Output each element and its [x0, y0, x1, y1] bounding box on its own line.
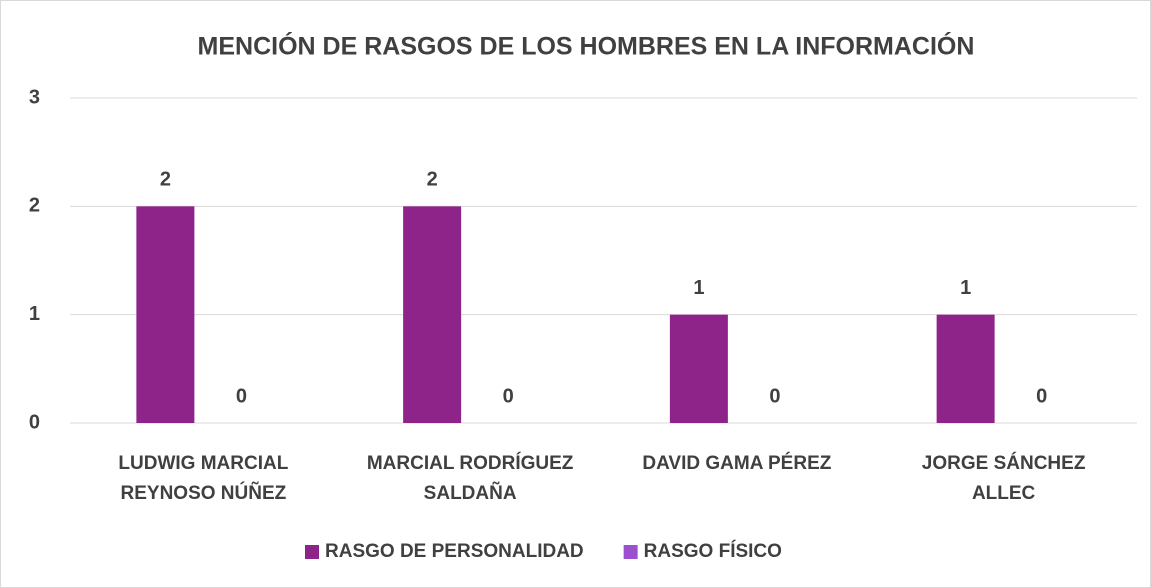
value-label: 0: [236, 385, 247, 407]
y-tick-label: 1: [29, 303, 40, 325]
x-tick-label: LUDWIG MARCIAL REYNOSO NÚÑEZ: [118, 453, 288, 504]
chart-title: MENCIÓN DE RASGOS DE LOS HOMBRES EN LA I…: [198, 31, 975, 61]
y-tick-label: 0: [29, 411, 40, 433]
value-label: 0: [503, 385, 514, 407]
value-label: 1: [960, 277, 971, 299]
legend-label: RASGO FÍSICO: [644, 540, 782, 562]
bar: [936, 314, 995, 423]
bar: [669, 314, 728, 423]
y-tick-label: 3: [29, 86, 40, 108]
x-tick-label: JORGE SÁNCHEZ ALLEC: [922, 452, 1086, 504]
x-tick-label: MARCIAL RODRÍGUEZ SALDAÑA: [367, 452, 574, 504]
legend-swatch: [623, 545, 638, 559]
value-label: 2: [160, 169, 171, 191]
value-label: 2: [427, 169, 438, 191]
value-label: 0: [769, 385, 780, 407]
legend-label: RASGO DE PERSONALIDAD: [325, 541, 584, 562]
value-label: 1: [693, 277, 704, 299]
y-tick-label: 2: [29, 195, 40, 217]
bar: [403, 206, 462, 423]
legend-swatch: [305, 545, 319, 559]
x-tick-label: DAVID GAMA PÉREZ: [642, 452, 831, 474]
value-label: 0: [1036, 385, 1047, 407]
bar: [136, 206, 195, 423]
